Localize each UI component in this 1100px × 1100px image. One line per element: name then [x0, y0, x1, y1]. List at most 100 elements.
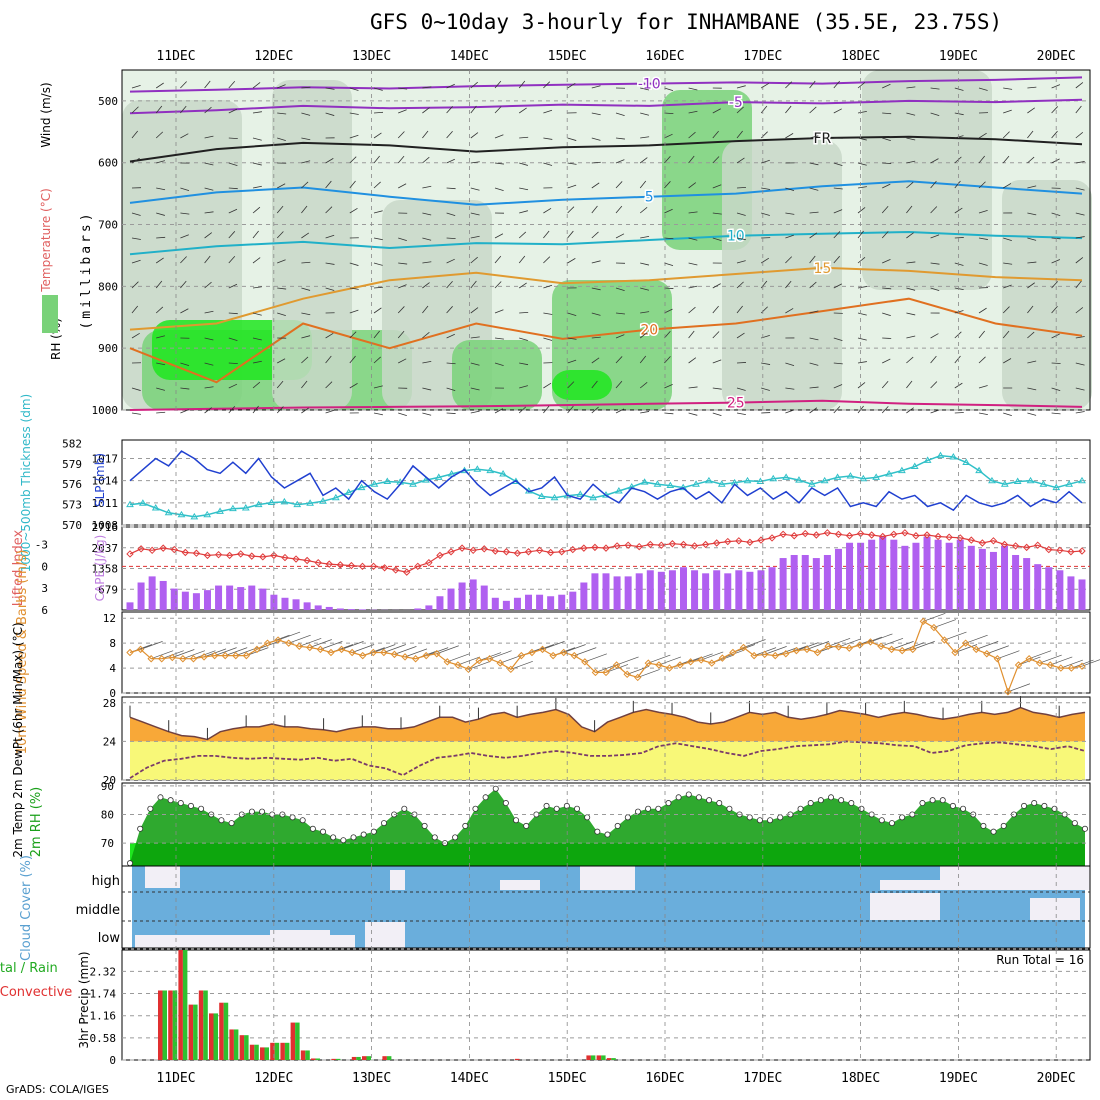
thickness-point: [280, 497, 289, 505]
wind-barb: [712, 184, 722, 189]
wind-barb: [833, 209, 843, 214]
wind-barb: [252, 405, 259, 414]
slp-tick-label: 1014: [92, 475, 119, 488]
precip-total-bar: [239, 1035, 245, 1060]
thickness-point: [1065, 480, 1074, 487]
li-point: [170, 545, 178, 554]
li-point: [292, 555, 300, 563]
wind-barb: [1027, 107, 1035, 114]
wind10m-point: [750, 651, 758, 660]
wind10m-point: [1046, 661, 1054, 669]
wind-barb: [881, 231, 889, 239]
wind10m-barb: [658, 656, 682, 666]
wind-barb: [470, 280, 477, 289]
wind-barb: [180, 308, 189, 314]
isotherm-0: [129, 76, 1083, 93]
wind-barb: [470, 132, 479, 139]
wind-barb: [591, 161, 601, 164]
slp-frame: [121, 439, 1091, 526]
date-label-top: 13DEC: [352, 49, 391, 64]
wind-barb: [906, 86, 916, 89]
wind10m-point: [623, 670, 631, 679]
wind10m-barb: [1039, 654, 1062, 664]
thickness-point: [846, 472, 855, 479]
wind-barb: [131, 305, 139, 314]
wind-barb: [422, 130, 429, 139]
wind-barb: [761, 212, 770, 216]
cape-bar: [192, 593, 200, 610]
cape-bar: [203, 590, 211, 610]
wind-tick-label: 0: [109, 687, 116, 700]
wind10m-point: [581, 658, 589, 666]
rh2m-point: [939, 797, 946, 804]
precip-rain-bar: [295, 1022, 300, 1060]
wind-barb: [131, 212, 141, 216]
wind10m-point: [591, 668, 600, 677]
wind-barb: [785, 280, 792, 289]
wind-barb: [664, 87, 674, 92]
li-point: [934, 532, 942, 541]
li-point: [469, 546, 477, 555]
wind-barb: [809, 106, 817, 114]
wind-barb: [833, 187, 843, 190]
slp-tick-label: 1008: [92, 519, 119, 532]
li-point: [502, 548, 511, 556]
wind-barb: [833, 108, 842, 114]
wind-barb: [640, 112, 650, 116]
wind-barb: [373, 87, 383, 91]
cape-bar: [868, 539, 876, 610]
wind-barb: [131, 130, 139, 139]
cape-bar: [281, 597, 289, 610]
wind-barb: [785, 81, 793, 89]
rh2m-point: [299, 817, 306, 824]
wind-barb: [156, 387, 165, 391]
wind-barb: [155, 306, 164, 314]
wind10m-barb: [394, 646, 417, 655]
temp-tick-label: 20: [103, 774, 116, 787]
wind10m-point: [253, 645, 261, 654]
wind-barb: [1075, 105, 1082, 114]
rh2m-point: [177, 800, 184, 807]
cape-bar: [525, 594, 533, 610]
wind-barb: [664, 356, 671, 364]
li-point: [524, 548, 533, 556]
rh2m-point: [878, 817, 885, 824]
wind10m-point: [422, 651, 430, 660]
rh2m-point: [543, 802, 550, 809]
pressure-tick-label: 900: [98, 342, 118, 355]
wind-barb: [906, 137, 916, 141]
date-label-top: 12DEC: [254, 49, 293, 64]
thickness-point: [1039, 480, 1048, 487]
wind10m-point: [729, 648, 737, 657]
wind-barb: [277, 183, 286, 189]
wind-barb: [639, 206, 648, 214]
wind-tick-label: 4: [109, 662, 116, 675]
wind-barb: [591, 85, 601, 89]
cape-bar: [469, 579, 477, 610]
wind-barb: [1003, 109, 1012, 114]
precip-total-bar: [270, 1042, 275, 1060]
wind-barb: [688, 87, 698, 91]
cape-bar: [502, 600, 510, 610]
wind-barb: [567, 162, 577, 165]
cloud-clear-block: [390, 870, 405, 890]
rh2m-point: [685, 791, 692, 798]
wind-barb: [180, 280, 187, 289]
rh2m-point: [127, 860, 134, 867]
cape-axis-label: CAPE (J/kg): [93, 535, 107, 602]
li-point: [1011, 542, 1020, 550]
rh2m-axis-label: 2m RH (%): [29, 787, 44, 858]
rh2m-point: [604, 831, 611, 838]
wind-barb: [373, 307, 382, 314]
wind-barb: [422, 212, 432, 216]
thickness-point: [782, 473, 790, 480]
wind-barb: [325, 234, 335, 239]
wind-barb: [639, 157, 648, 164]
wind10m-point: [158, 655, 166, 663]
cape-bar: [646, 570, 654, 610]
wind10m-point: [443, 658, 452, 666]
wind10m-point: [919, 617, 928, 626]
wind-barb: [1027, 156, 1035, 164]
wind10m-point: [856, 641, 864, 649]
wind-barb: [664, 308, 673, 314]
